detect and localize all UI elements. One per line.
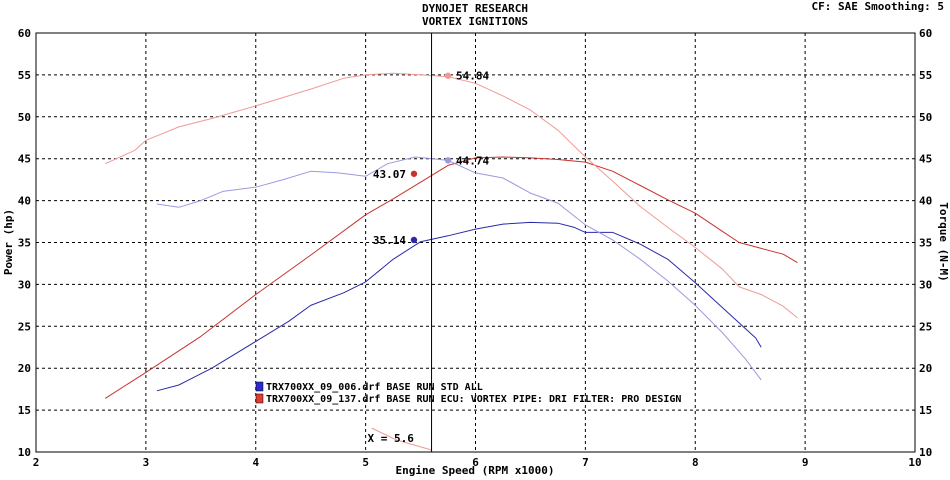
y-left-tick-label: 30 xyxy=(18,278,31,291)
y-right-tick-label: 55 xyxy=(919,69,932,82)
y-left-tick-label: 55 xyxy=(18,69,31,82)
y-right-tick-label: 30 xyxy=(919,278,932,291)
y-right-tick-label: 40 xyxy=(919,195,932,208)
marker-vortex-power xyxy=(410,170,418,177)
y-left-tick-label: 60 xyxy=(18,27,31,40)
series-line-vortex-torque xyxy=(104,72,798,319)
legend-swatch xyxy=(255,393,264,404)
marker-base-torque xyxy=(444,157,452,164)
y-left-tick-labels: 10 15 20 25 30 35 40 45 50 55 60 xyxy=(18,27,31,459)
x-tick-label: 3 xyxy=(143,456,150,469)
grid xyxy=(36,33,915,452)
series-lines xyxy=(104,72,798,451)
x-tick-label: 6 xyxy=(472,456,479,469)
x-axis-label: Engine Speed (RPM x1000) xyxy=(396,464,555,477)
y-right-tick-label: 35 xyxy=(919,237,932,250)
y-right-tick-label: 50 xyxy=(919,111,932,124)
x-tick-label: 4 xyxy=(252,456,259,469)
x-tick-label: 10 xyxy=(908,456,921,469)
legend-entry: TRX700XX_09_137.drf BASE RUN ECU: VORTEX… xyxy=(266,394,681,405)
y-right-tick-labels: 10 15 20 25 30 35 40 45 50 55 60 xyxy=(919,27,932,459)
y-right-axis-label: Torque (N-M) xyxy=(937,202,950,281)
series-line-base-power xyxy=(156,221,762,392)
marker-base-power xyxy=(410,236,418,244)
x-tick-label: 7 xyxy=(582,456,589,469)
y-right-tick-label: 10 xyxy=(919,446,932,459)
y-left-tick-label: 40 xyxy=(18,195,31,208)
chart-title: DYNOJET RESEARCH xyxy=(422,2,528,15)
value-markers: 35.14 43.07 44.74 54.84 xyxy=(373,70,490,247)
y-right-tick-label: 45 xyxy=(919,153,932,166)
legend-swatch xyxy=(255,381,264,392)
y-left-tick-label: 10 xyxy=(18,446,31,459)
x-tick-label: 5 xyxy=(362,456,369,469)
legend: TRX700XX_09_006.drf BASE RUN STD ALLTRX7… xyxy=(255,381,681,405)
y-right-tick-label: 60 xyxy=(919,27,932,40)
y-left-tick-label: 15 xyxy=(18,404,31,417)
marker-value-label: 54.84 xyxy=(456,70,489,83)
legend-entry: TRX700XX_09_006.drf BASE RUN STD ALL xyxy=(266,382,483,393)
x-tick-label: 2 xyxy=(33,456,40,469)
cursor-readout: X = 5.6 xyxy=(368,432,415,445)
chart-subtitle: VORTEX IGNITIONS xyxy=(422,15,528,28)
y-left-tick-label: 25 xyxy=(18,320,31,333)
x-tick-label: 8 xyxy=(692,456,699,469)
marker-vortex-torque xyxy=(444,72,452,79)
marker-value-label: 43.07 xyxy=(373,168,406,181)
y-right-tick-label: 20 xyxy=(919,362,932,375)
marker-value-label: 35.14 xyxy=(373,234,406,247)
marker-value-label: 44.74 xyxy=(456,154,489,167)
y-left-tick-label: 45 xyxy=(18,153,31,166)
y-left-tick-label: 35 xyxy=(18,237,31,250)
y-right-tick-label: 25 xyxy=(919,320,932,333)
y-left-tick-label: 20 xyxy=(18,362,31,375)
series-line-vortex-power xyxy=(104,156,798,399)
x-tick-labels: 2 3 4 5 6 7 8 9 10 xyxy=(33,456,922,469)
y-left-axis-label: Power (hp) xyxy=(2,209,15,275)
settings-info: CF: SAE Smoothing: 5 xyxy=(811,0,944,13)
series-line-base-torque xyxy=(156,156,762,381)
y-right-tick-label: 15 xyxy=(919,404,932,417)
series-line-fragment xyxy=(371,427,432,451)
y-left-tick-label: 50 xyxy=(18,111,31,124)
x-tick-label: 9 xyxy=(802,456,809,469)
